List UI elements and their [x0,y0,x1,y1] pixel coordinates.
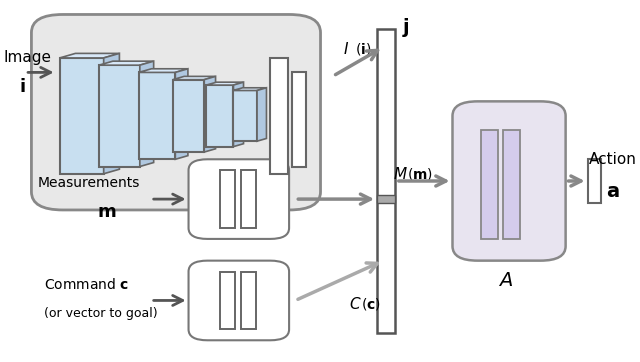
Bar [481,130,499,239]
Text: $\mathbf{m}$: $\mathbf{m}$ [97,203,116,221]
Bar [292,72,306,167]
Polygon shape [99,61,154,65]
Bar [270,58,288,174]
Bar [588,159,602,203]
Bar [220,272,235,329]
Text: Action: Action [589,152,637,167]
Polygon shape [233,88,266,90]
Bar [99,65,140,167]
Polygon shape [257,88,266,141]
Text: ($\mathbf{m}$): ($\mathbf{m}$) [407,166,433,182]
Polygon shape [140,61,154,167]
Bar [377,195,395,203]
Text: Command $\mathbf{c}$: Command $\mathbf{c}$ [44,277,129,292]
FancyBboxPatch shape [189,261,289,340]
Text: $\mathbf{j}$: $\mathbf{j}$ [401,16,409,39]
Text: ($\mathbf{c}$): ($\mathbf{c}$) [362,296,381,312]
FancyBboxPatch shape [452,101,566,261]
Bar [220,170,235,228]
Polygon shape [139,69,188,72]
Text: (or vector to goal): (or vector to goal) [44,307,157,320]
Text: Image: Image [3,50,51,66]
Text: $C$: $C$ [349,296,362,312]
Bar [173,80,204,152]
Text: $M$: $M$ [393,166,408,182]
Bar [139,72,175,159]
Polygon shape [204,76,216,152]
Bar [60,58,104,174]
Polygon shape [175,69,188,159]
Bar [241,272,256,329]
Polygon shape [234,82,244,147]
Bar [207,85,234,147]
Bar [377,29,395,333]
Text: $\mathbf{a}$: $\mathbf{a}$ [606,182,620,201]
Polygon shape [60,53,120,58]
FancyBboxPatch shape [189,159,289,239]
Text: Measurements: Measurements [38,176,140,190]
Polygon shape [207,82,244,85]
Bar [241,170,256,228]
Polygon shape [173,76,216,80]
Bar [233,90,257,141]
Bar [503,130,520,239]
Text: $A$: $A$ [499,271,513,290]
Text: $\mathbf{i}$: $\mathbf{i}$ [19,78,26,96]
Text: ($\mathbf{i}$): ($\mathbf{i}$) [355,41,371,57]
FancyBboxPatch shape [31,14,321,210]
Polygon shape [104,53,120,174]
Text: $I$: $I$ [342,41,349,57]
